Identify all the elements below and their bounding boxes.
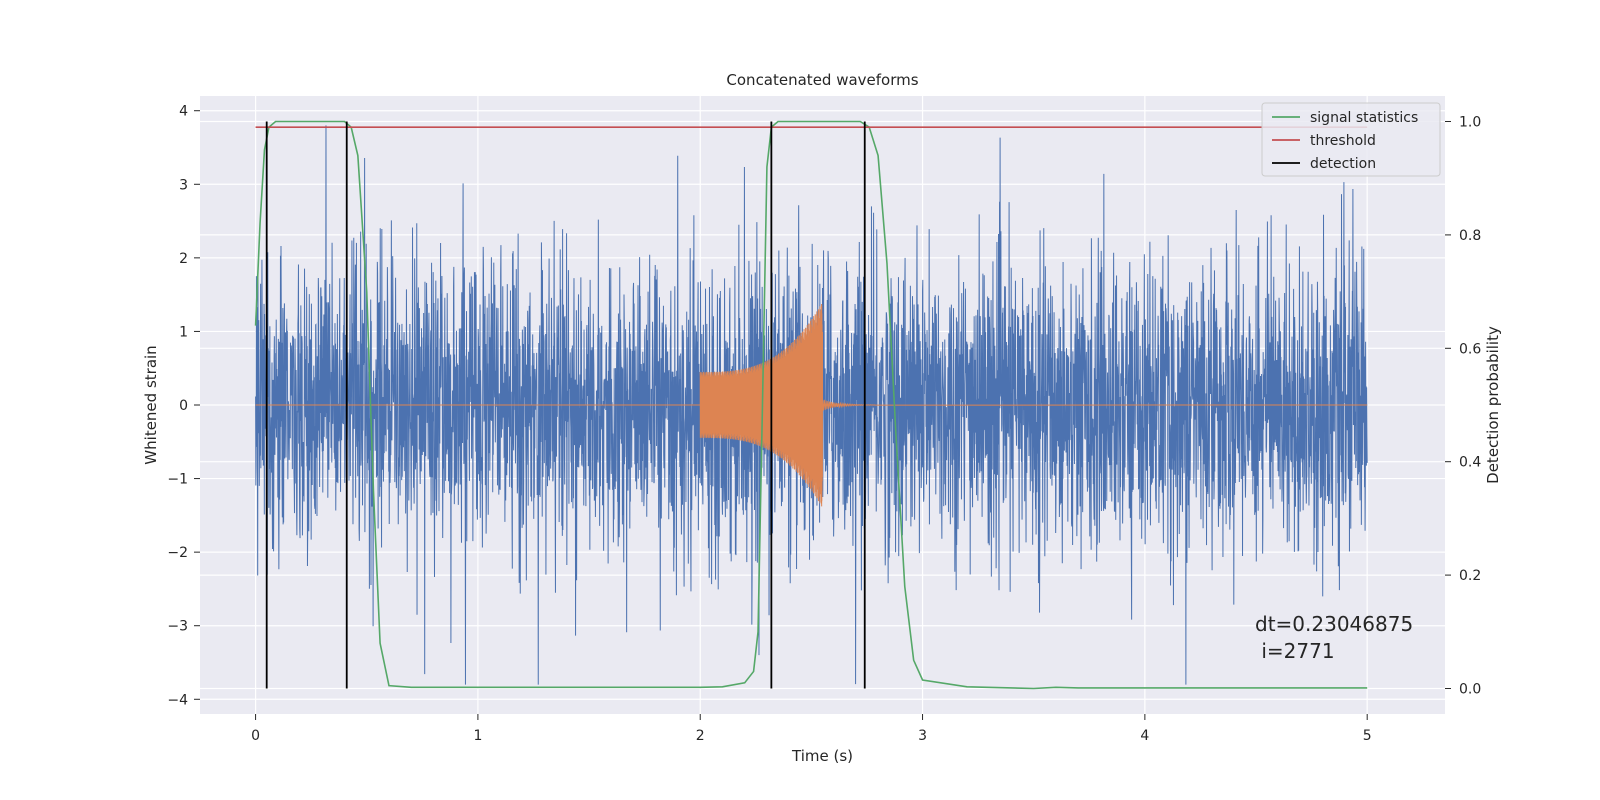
y-right-tick-label: 0.8 (1459, 228, 1481, 244)
legend-label: detection (1310, 156, 1376, 172)
x-tick-label: 5 (1363, 728, 1372, 744)
y-tick-label: −3 (167, 619, 188, 635)
y-tick-label: −2 (167, 545, 188, 561)
legend-label: threshold (1310, 133, 1376, 149)
y-right-tick-label: 1.0 (1459, 115, 1481, 131)
legend-label: signal statistics (1310, 110, 1418, 126)
y-tick-label: −1 (167, 472, 188, 488)
legend: signal statistics threshold detection (1261, 102, 1441, 177)
y-tick-label: 1 (179, 324, 188, 340)
legend-box (1261, 102, 1441, 177)
x-tick-label: 3 (918, 728, 927, 744)
y-right-tick-label: 0.2 (1459, 568, 1481, 584)
x-axis-label: Time (s) (791, 747, 853, 765)
axes-ticks: 0 1 2 3 4 5 −4 −3 −2 −1 0 1 2 3 4 0.0 0.2 0.4 0.6 0.8 1.0 (167, 104, 1481, 744)
series-signal-statistics-line (254, 120, 1368, 690)
x-tick-label: 0 (251, 728, 260, 744)
y-axis-label: Whitened strain (142, 345, 160, 464)
series-chirp (255, 303, 1368, 507)
y-right-tick-label: 0.6 (1459, 341, 1481, 357)
right-axis-series (254, 120, 1368, 690)
y-tick-label: 2 (179, 251, 188, 267)
x-tick-label: 4 (1140, 728, 1149, 744)
y-tick-label: 4 (179, 104, 188, 120)
annotation: dt=0.23046875 i=2771 (1255, 612, 1413, 663)
annotation-dt: dt=0.23046875 (1255, 612, 1413, 636)
chart-title: Concatenated waveforms (726, 71, 918, 89)
annotation-i: i=2771 (1255, 639, 1335, 663)
y-right-tick-label: 0.4 (1459, 455, 1481, 471)
series-strain-line (255, 125, 1368, 685)
y-tick-label: 0 (179, 398, 188, 414)
x-tick-label: 2 (696, 728, 705, 744)
x-tick-label: 1 (473, 728, 482, 744)
y-tick-label: −4 (167, 692, 188, 708)
series-strain (255, 125, 1368, 685)
y-tick-label: 3 (179, 177, 188, 193)
y-axis-right-label: Detection probability (1484, 326, 1502, 484)
series-chirp-line (255, 303, 1368, 507)
y-right-tick-label: 0.0 (1459, 681, 1481, 697)
